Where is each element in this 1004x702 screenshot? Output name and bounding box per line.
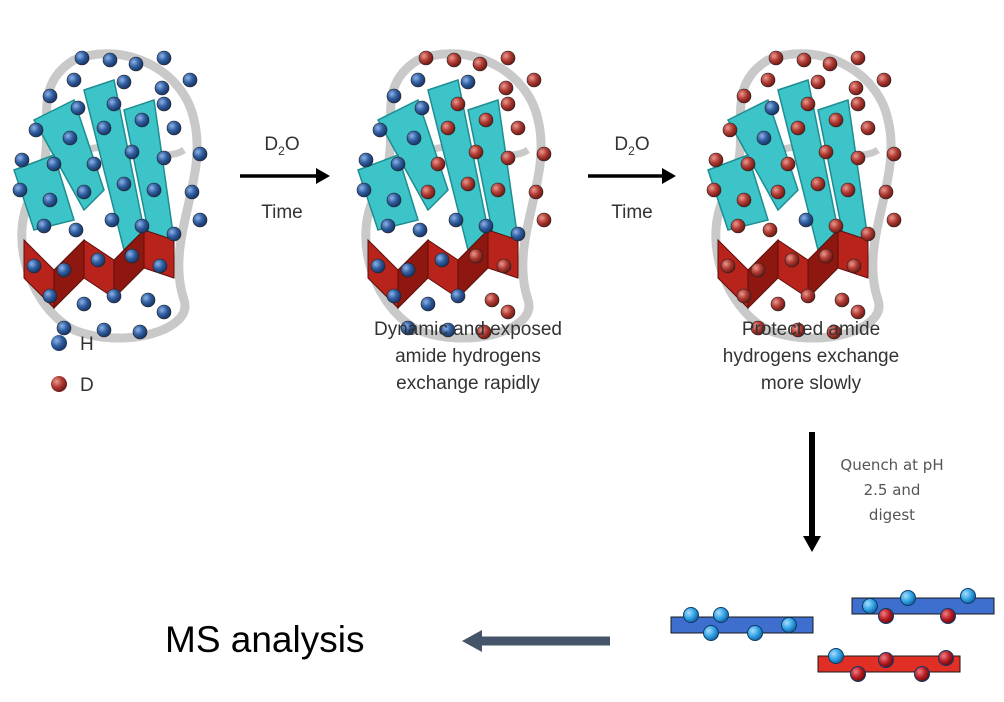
caption-right: Protected amide hydrogens exchange more … [723, 319, 899, 394]
caption-right-line-2: hydrogens exchange [723, 346, 899, 367]
time-label-1: Time [261, 202, 303, 223]
time-label-2: Time [611, 202, 653, 223]
quench-label: Quench at pH 2.5 and digest [840, 456, 943, 524]
peptide-fragment-icon [851, 588, 995, 624]
arrow-right-icon [588, 168, 676, 184]
quench-line-1: Quench at pH [840, 456, 943, 474]
peptide-fragment-icon [670, 607, 814, 641]
protein-structure-icon [356, 49, 552, 343]
caption-right-line-3: more slowly [761, 373, 862, 394]
caption-middle-line-1: Dynamic and exposed [374, 319, 562, 340]
legend-d-label: D [80, 375, 94, 396]
arrow-down-icon [803, 432, 821, 552]
caption-middle: Dynamic and exposed amide hydrogens exch… [374, 319, 562, 394]
quench-line-3: digest [869, 506, 915, 524]
caption-right-line-1: Protected amide [742, 319, 880, 340]
caption-middle-line-2: amide hydrogens [395, 346, 541, 367]
peptide-fragments [670, 588, 995, 682]
protein-structure-icon [706, 49, 902, 343]
arrow-right-icon [240, 168, 330, 184]
legend-h-dot-icon [51, 335, 67, 351]
ms-analysis-label: MS analysis [165, 619, 364, 660]
arrow-left-icon [462, 630, 610, 652]
protein-structure-icon [12, 49, 208, 343]
quench-line-2: 2.5 and [864, 481, 921, 499]
caption-middle-line-3: exchange rapidly [396, 373, 540, 394]
reagent-label-1: D2O [264, 134, 299, 158]
legend-h-label: H [80, 334, 94, 355]
reagent-label-2: D2O [614, 134, 649, 158]
legend: H D [51, 334, 94, 396]
legend-d-dot-icon [51, 376, 67, 392]
peptide-fragment-icon [817, 648, 961, 682]
